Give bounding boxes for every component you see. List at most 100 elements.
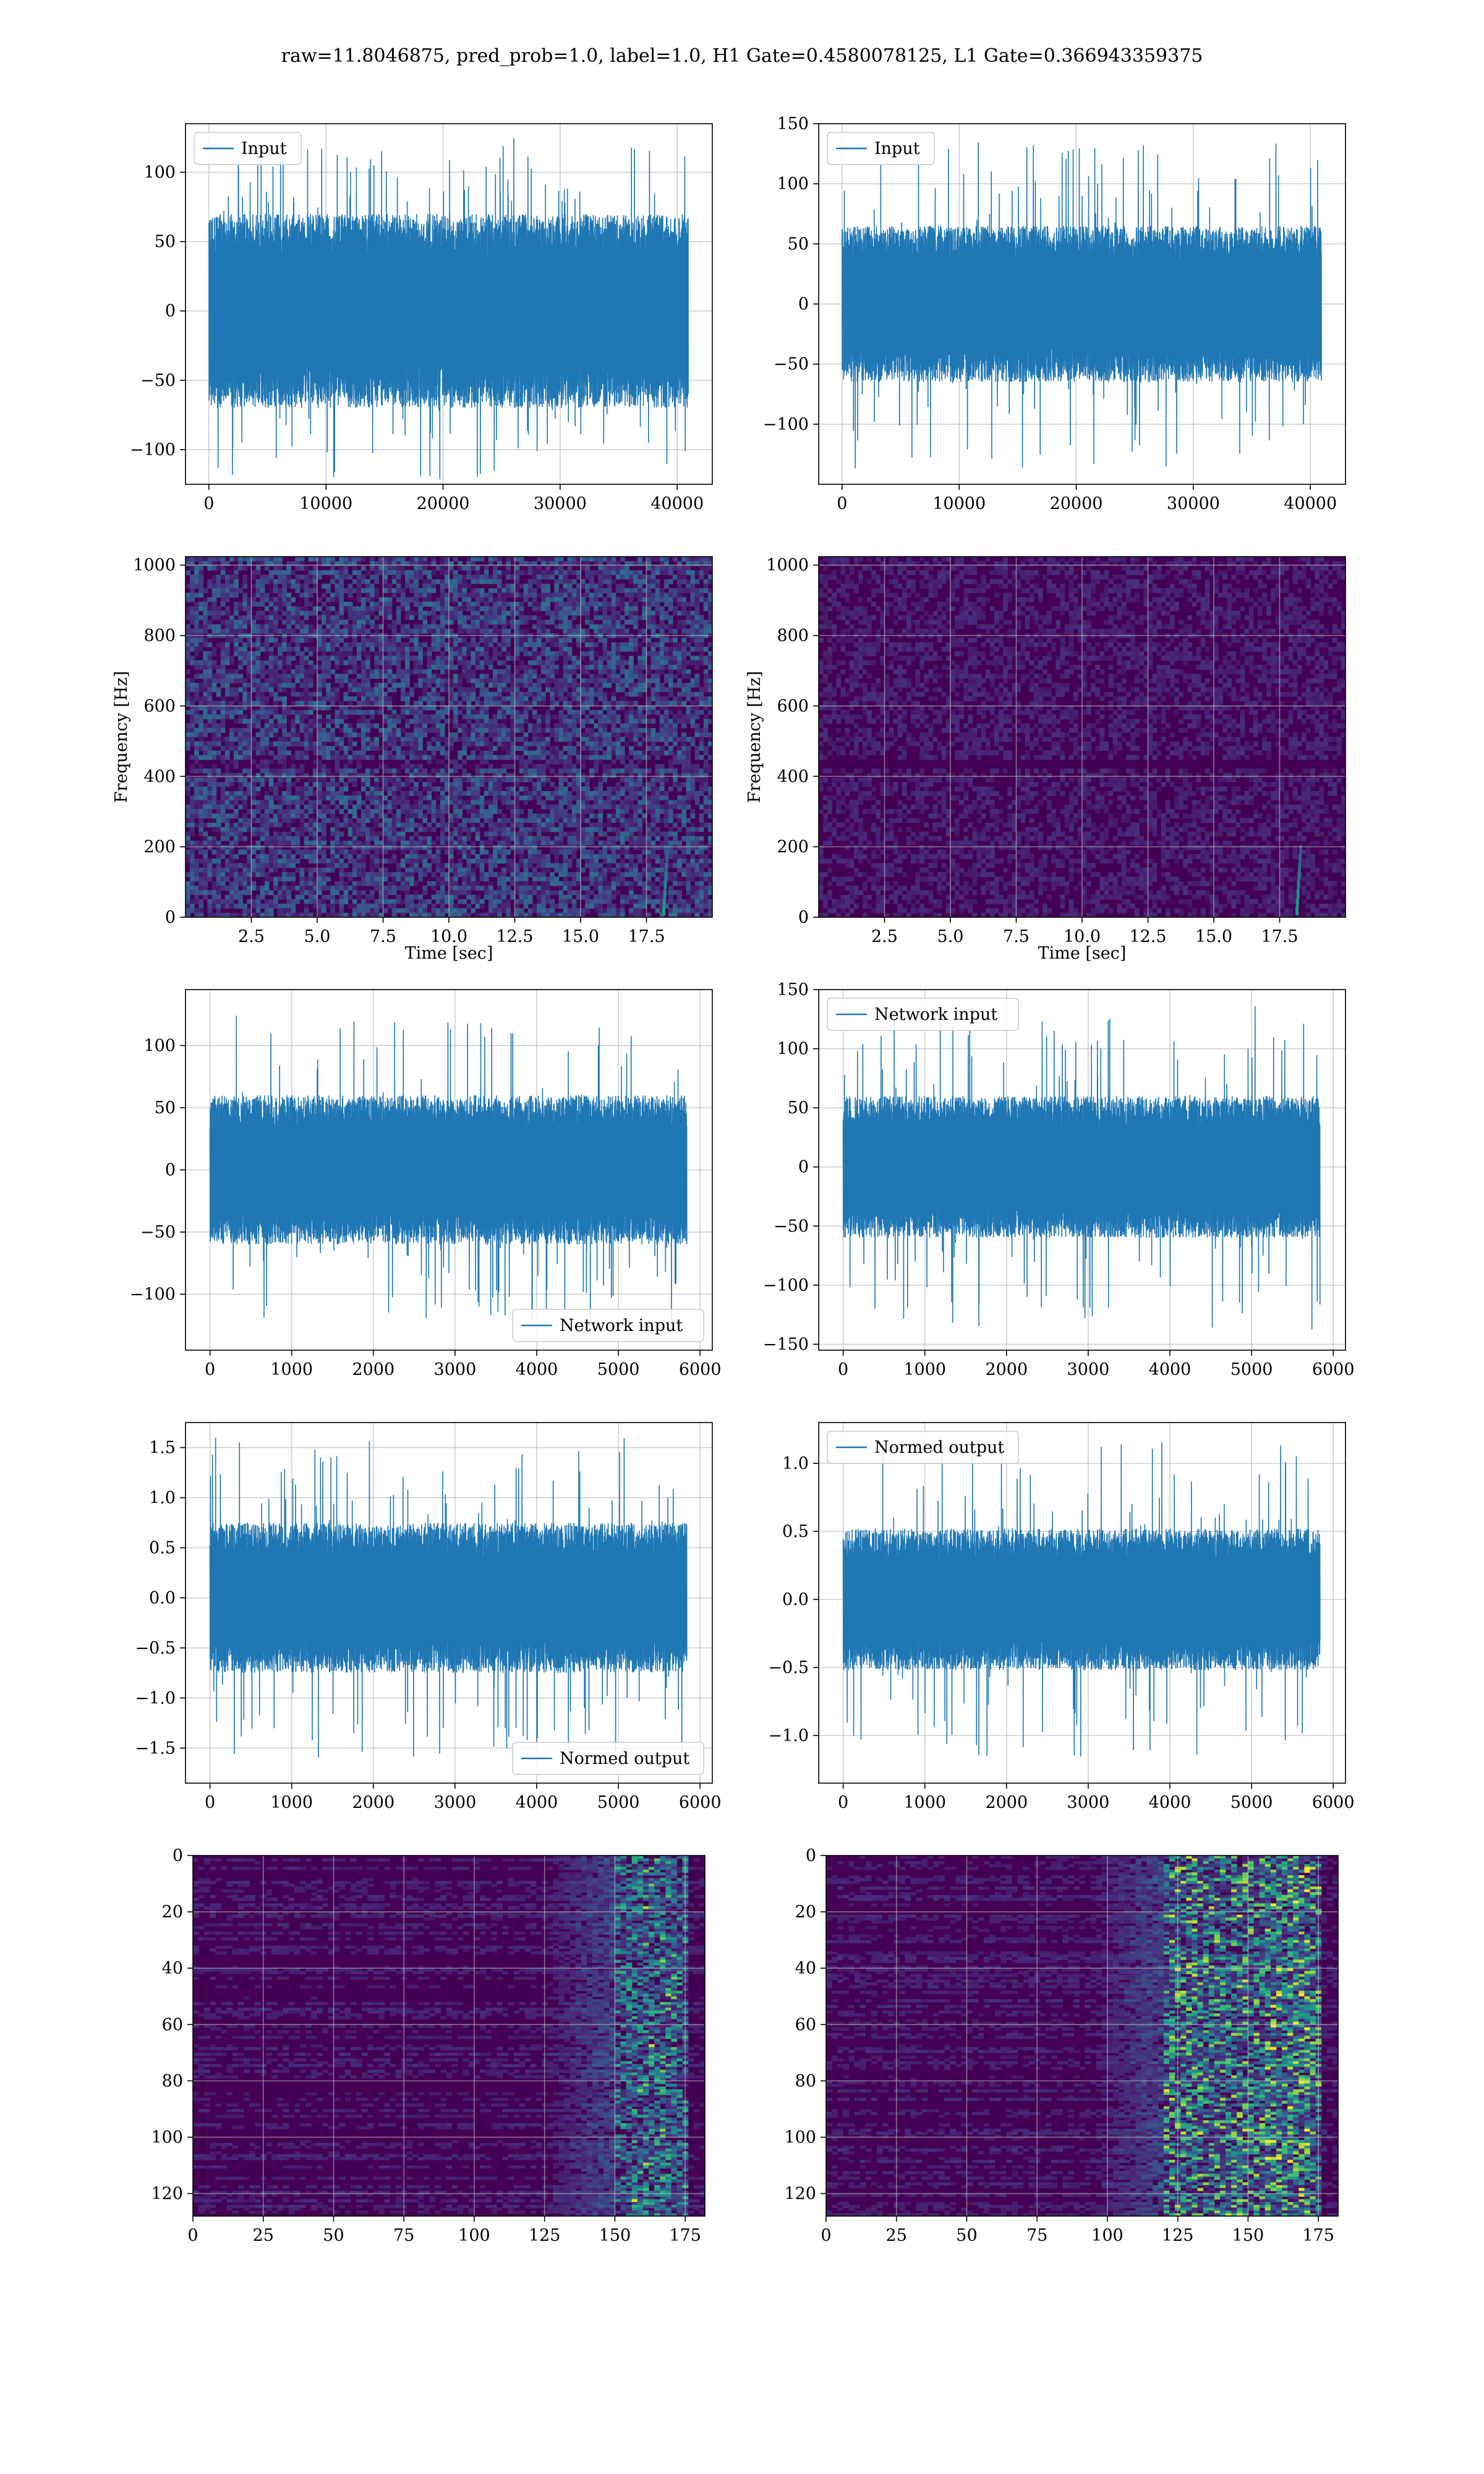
heatmap-cell [602, 597, 608, 602]
heatmap-cell [703, 674, 709, 679]
heatmap-cell [190, 583, 195, 589]
heatmap-cell [387, 557, 393, 562]
heatmap-cell [291, 683, 296, 688]
heatmap-cell [198, 660, 203, 666]
heatmap-cell [646, 727, 652, 733]
heatmap-cell [532, 638, 537, 643]
heatmap-cell [356, 732, 362, 738]
heatmap-cell [471, 791, 476, 796]
heatmap-cell [523, 593, 529, 598]
heatmap-cell [650, 624, 656, 630]
heatmap-cell [255, 732, 261, 738]
heatmap-cell [186, 804, 190, 810]
heatmap-cell [247, 606, 252, 612]
heatmap-cell [466, 597, 472, 602]
heatmap-cell [198, 561, 203, 567]
heatmap-cell [198, 786, 203, 792]
heatmap-cell [194, 660, 199, 666]
heatmap-cell [449, 691, 454, 697]
heatmap-cell [335, 561, 340, 567]
heatmap-cell [602, 628, 608, 634]
heatmap-cell [224, 656, 230, 661]
heatmap-cell [541, 750, 546, 756]
heatmap-cell [444, 705, 450, 711]
heatmap-cell [352, 656, 357, 661]
heatmap-cell [550, 678, 555, 683]
heatmap-cell [453, 575, 458, 580]
heatmap-cell [317, 746, 322, 751]
heatmap-cell [427, 741, 432, 747]
heatmap-cell [545, 759, 550, 764]
heatmap-cell [567, 638, 573, 643]
heatmap-cell [677, 737, 682, 742]
heatmap-cell [186, 570, 190, 575]
heatmap-cell [449, 620, 454, 625]
heatmap-cell [576, 624, 581, 630]
heatmap-cell [317, 732, 322, 738]
heatmap-cell [497, 620, 502, 625]
heatmap-cell [317, 638, 322, 643]
heatmap-cell [510, 624, 516, 630]
heatmap-cell [374, 664, 379, 670]
heatmap-cell [427, 719, 432, 724]
heatmap-cell [207, 691, 213, 697]
heatmap-cell [598, 714, 603, 719]
heatmap-cell [681, 669, 686, 675]
heatmap-cell [422, 687, 428, 693]
heatmap-cell [519, 809, 524, 814]
heatmap-cell [361, 660, 366, 666]
heatmap-cell [466, 804, 472, 810]
heatmap-cell [268, 750, 274, 756]
heatmap-cell [383, 804, 388, 810]
heatmap-cell [466, 669, 472, 675]
heatmap-cell [541, 741, 546, 747]
heatmap-cell [365, 719, 370, 724]
heatmap-cell [703, 557, 709, 562]
heatmap-cell [563, 768, 568, 774]
heatmap-cell [581, 795, 586, 801]
heatmap-cell [598, 678, 603, 683]
heatmap-cell [361, 687, 366, 693]
heatmap-cell [677, 795, 682, 801]
heatmap-cell [527, 669, 533, 675]
heatmap-cell [273, 791, 278, 796]
heatmap-cell [220, 588, 226, 593]
heatmap-cell [242, 651, 247, 656]
heatmap-cell [278, 557, 283, 562]
heatmap-cell [427, 628, 432, 634]
heatmap-cell [304, 606, 309, 612]
heatmap-cell [506, 656, 511, 661]
heatmap-cell [594, 678, 599, 683]
heatmap-cell [563, 746, 568, 751]
heatmap-cell [322, 737, 326, 742]
heatmap-cell [545, 777, 550, 782]
heatmap-cell [308, 570, 313, 575]
heatmap-cell [378, 561, 384, 567]
heatmap-cell [554, 651, 560, 656]
heatmap-cell [449, 719, 454, 724]
heatmap-cell [322, 795, 326, 801]
heatmap-cell [453, 809, 458, 814]
heatmap-cell [414, 664, 419, 670]
heatmap-cell [308, 786, 313, 792]
heatmap-cell [365, 664, 370, 670]
heatmap-cell [278, 674, 283, 679]
heatmap-cell [514, 588, 520, 593]
heatmap-cell [694, 746, 700, 751]
heatmap-cell [365, 570, 370, 575]
heatmap-cell [519, 719, 524, 724]
heatmap-cell [326, 646, 331, 652]
heatmap-cell [418, 615, 423, 620]
heatmap-cell [203, 755, 208, 760]
heatmap-cell [278, 615, 283, 620]
heatmap-cell [466, 575, 472, 580]
heatmap-cell [677, 709, 682, 715]
heatmap-cell [563, 705, 568, 711]
heatmap-cell [615, 646, 621, 652]
heatmap-cell [299, 750, 305, 756]
heatmap-cell [387, 583, 393, 589]
heatmap-cell [247, 691, 252, 697]
heatmap-cell [581, 651, 586, 656]
heatmap-cell [356, 624, 362, 630]
heatmap-cell [378, 732, 384, 738]
